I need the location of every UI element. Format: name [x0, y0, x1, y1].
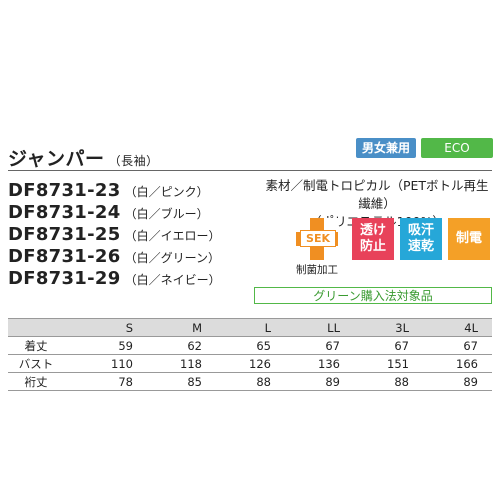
- table-cell: 67: [394, 338, 409, 353]
- product-sleeve-type: （長袖）: [108, 154, 159, 168]
- model-color: （白／イエロー）: [124, 229, 221, 243]
- table-cell: 88: [256, 374, 271, 389]
- table-cell: 151: [387, 356, 409, 371]
- table-cell: 166: [456, 356, 478, 371]
- model-code: DF8731-24: [8, 202, 121, 223]
- size-header-cell: LL: [327, 320, 340, 335]
- title-divider: [8, 170, 492, 171]
- size-header-blank: [8, 319, 78, 337]
- antistatic-icon: 制電: [448, 218, 490, 260]
- table-cell: 88: [394, 374, 409, 389]
- table-row: バスト 110 118 126 136 151 166: [8, 355, 492, 373]
- size-header-cell: 3L: [395, 320, 409, 335]
- feature-label: 透け防止: [359, 223, 386, 254]
- model-code: DF8731-26: [8, 246, 121, 267]
- table-cell: 59: [118, 338, 133, 353]
- size-header-cell: 4L: [464, 320, 478, 335]
- size-header-cell: M: [192, 320, 202, 335]
- model-item: DF8731-24 （白／ブルー）: [8, 202, 221, 224]
- table-cell: 65: [256, 338, 271, 353]
- table-cell: 78: [118, 374, 133, 389]
- green-purchase-label: グリーン購入法対象品: [254, 287, 492, 304]
- product-title: ジャンパー （長袖）: [8, 144, 159, 171]
- model-color: （白／ブルー）: [124, 207, 209, 221]
- model-code: DF8731-25: [8, 224, 121, 245]
- product-name: ジャンパー: [8, 148, 105, 170]
- sek-antibacterial-icon: SEK: [296, 218, 338, 260]
- quick-dry-icon: 吸汗速乾: [400, 218, 442, 260]
- table-cell: 118: [180, 356, 202, 371]
- sek-label: 制菌加工: [296, 264, 338, 276]
- model-item: DF8731-29 （白／ネイビー）: [8, 268, 221, 290]
- table-cell: 89: [463, 374, 478, 389]
- model-color: （白／グリーン）: [124, 251, 220, 265]
- unisex-badge: 男女兼用: [356, 138, 416, 158]
- row-label: 裄丈: [24, 374, 48, 389]
- table-row: 着丈 59 62 65 67 67 67: [8, 337, 492, 355]
- model-color: （白／ネイビー）: [124, 273, 221, 287]
- table-cell: 136: [318, 356, 340, 371]
- sek-mark-text: SEK: [300, 230, 336, 247]
- size-header-cell: S: [125, 320, 133, 335]
- model-item: DF8731-23 （白／ピンク）: [8, 180, 221, 202]
- size-table: S M L LL 3L 4L 着丈 59 62 65 67 67 67 バスト …: [8, 318, 492, 391]
- model-code: DF8731-29: [8, 268, 121, 289]
- table-cell: 67: [325, 338, 340, 353]
- model-list: DF8731-23 （白／ピンク） DF8731-24 （白／ブルー） DF8731…: [8, 180, 221, 290]
- table-cell: 67: [463, 338, 478, 353]
- see-through-prevention-icon: 透け防止: [352, 218, 394, 260]
- model-item: DF8731-26 （白／グリーン）: [8, 246, 221, 268]
- size-header-row: S M L LL 3L 4L: [8, 318, 492, 337]
- table-cell: 126: [249, 356, 271, 371]
- model-code: DF8731-23: [8, 180, 121, 201]
- model-item: DF8731-25 （白／イエロー）: [8, 224, 221, 246]
- feature-label: 制電: [455, 231, 482, 246]
- table-cell: 110: [111, 356, 133, 371]
- table-cell: 62: [187, 338, 202, 353]
- size-header-cell: L: [264, 320, 271, 335]
- table-cell: 89: [325, 374, 340, 389]
- table-row: 裄丈 78 85 88 89 88 89: [8, 373, 492, 391]
- model-color: （白／ピンク）: [124, 185, 209, 199]
- feature-label: 吸汗速乾: [407, 223, 434, 254]
- table-cell: 85: [187, 374, 202, 389]
- row-label: バスト: [18, 356, 54, 371]
- material-line-1: 素材／制電トロピカル（PETボトル再生繊維）: [265, 178, 489, 211]
- row-label: 着丈: [24, 338, 48, 353]
- eco-badge: ECO: [421, 138, 493, 158]
